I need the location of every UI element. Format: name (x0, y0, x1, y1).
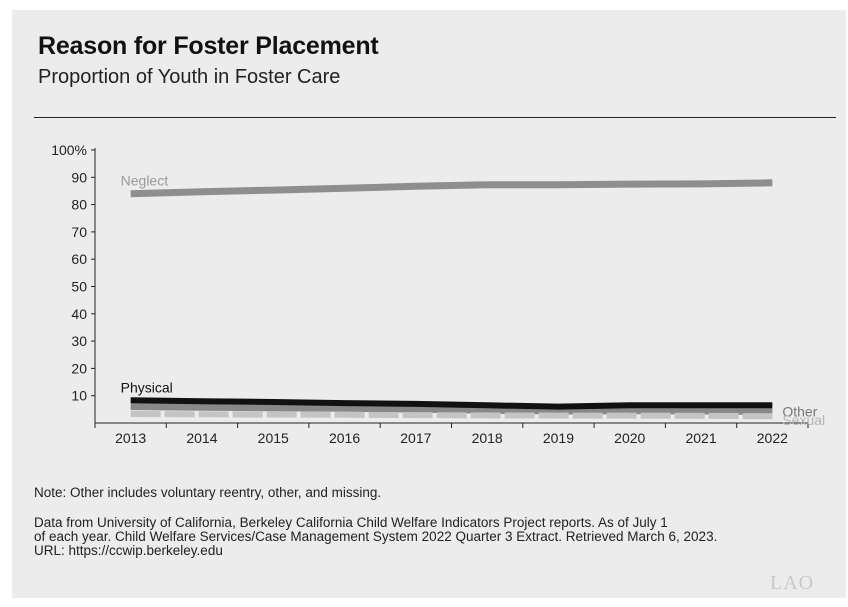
source-line: of each year. Child Welfare Services/Cas… (34, 529, 718, 544)
x-tick-label: 2013 (115, 430, 146, 446)
y-tick-label: 50 (71, 279, 87, 295)
x-tick-label: 2015 (258, 430, 289, 446)
x-tick-label: 2014 (186, 430, 217, 446)
y-tick-label: 20 (71, 360, 87, 376)
title-divider (34, 117, 836, 118)
source-line: URL: https://ccwip.berkeley.edu (34, 543, 223, 558)
y-tick-label: 80 (71, 197, 87, 213)
series-label-physical: Physical (121, 379, 173, 395)
series-line-other (130, 403, 773, 415)
y-tick-label: 10 (71, 388, 87, 404)
source-line: Data from University of California, Berk… (34, 515, 668, 530)
y-tick-label: 40 (71, 306, 87, 322)
y-tick-label: 30 (71, 333, 87, 349)
y-tick-label: 70 (71, 224, 87, 240)
series-line-sexual (130, 411, 773, 420)
series-line-physical (130, 397, 773, 410)
series-label-sexual: Sexual (782, 412, 825, 428)
x-tick-label: 2018 (472, 430, 503, 446)
x-tick-label: 2017 (400, 430, 431, 446)
x-tick-label: 2016 (329, 430, 360, 446)
chart-card (12, 10, 846, 598)
lao-logo: LAO (770, 572, 815, 594)
chart-subtitle: Proportion of Youth in Foster Care (38, 66, 341, 88)
series-line-neglect (130, 179, 773, 198)
series-label-neglect: Neglect (121, 173, 169, 189)
x-tick-label: 2019 (543, 430, 574, 446)
chart-title: Reason for Foster Placement (38, 32, 379, 60)
series-label-other: Other (782, 404, 817, 420)
x-tick-label: 2020 (614, 430, 645, 446)
y-tick-label: 60 (71, 251, 87, 267)
x-tick-label: 2021 (685, 430, 716, 446)
y-tick-label: 90 (71, 169, 87, 185)
chart-source: Data from University of California, Berk… (34, 516, 834, 558)
x-tick-label: 2022 (757, 430, 788, 446)
y-tick-label: 100% (51, 142, 87, 158)
chart-note: Note: Other includes voluntary reentry, … (34, 485, 382, 500)
